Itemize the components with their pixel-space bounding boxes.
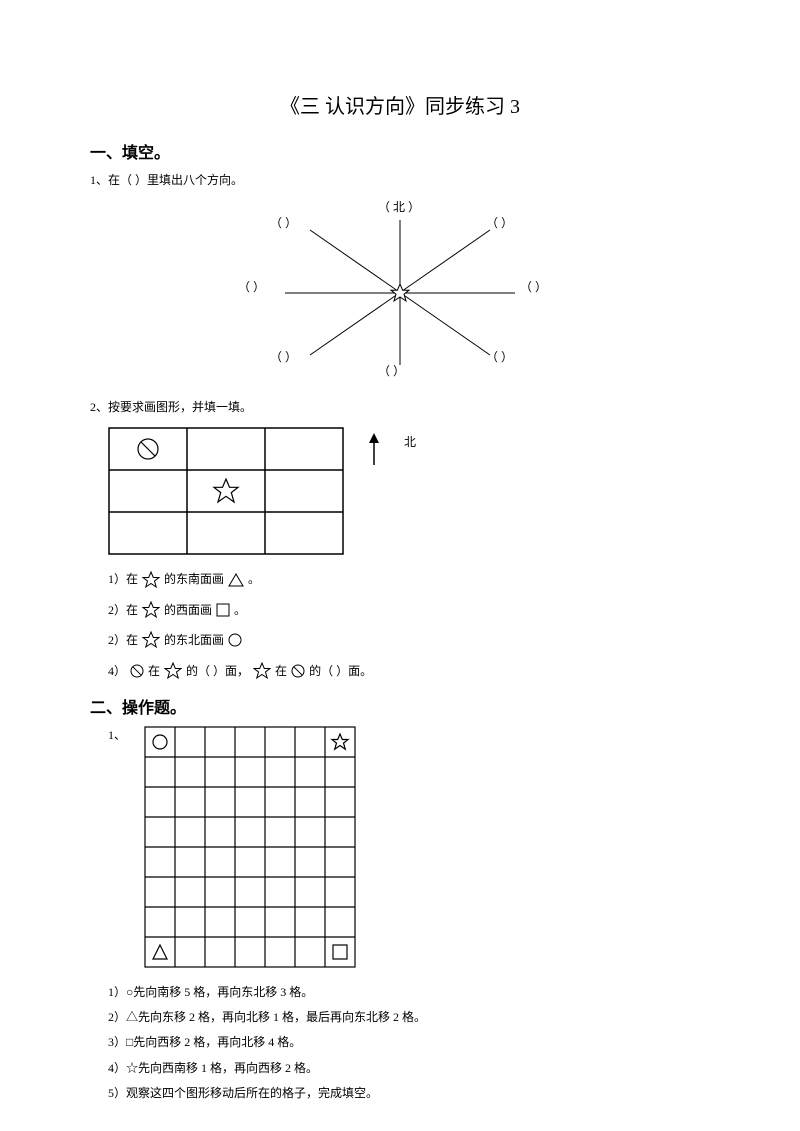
star-icon	[142, 631, 160, 649]
q2-text: 2、按要求画图形，并填一填。	[90, 398, 710, 417]
q2-sub2: 2）在 的西面画 。	[108, 597, 710, 623]
section1-header: 一、填空。	[90, 139, 710, 163]
q2-grid-row: 北	[108, 427, 710, 560]
section2-q1-row: 1、	[108, 726, 710, 973]
s2-grid	[144, 726, 356, 973]
dir-e: （ ）	[520, 278, 547, 295]
s2-sub1: 1）○先向南移 5 格，再向东北移 3 格。	[108, 983, 710, 1002]
q2-sub3: 2）在 的东北面画	[108, 627, 710, 653]
square-icon	[216, 603, 230, 617]
s2-sub2: 2）△先向东移 2 格，再向北移 1 格，最后再向东北移 2 格。	[108, 1008, 710, 1027]
circle-slash-icon	[291, 664, 305, 678]
dir-w: （ ）	[238, 278, 265, 295]
dir-ne: （ ）	[486, 214, 513, 231]
star-icon	[142, 571, 160, 589]
section2-header: 二、操作题。	[90, 694, 710, 718]
star-icon	[142, 601, 160, 619]
q2-sub4: 4） 在 的（ ）面， 在 的（ ）面。	[108, 658, 710, 684]
s2-q1-num: 1、	[108, 726, 126, 743]
dir-sw: （ ）	[270, 348, 297, 365]
q1-text: 1、在（ ）里填出八个方向。	[90, 171, 710, 190]
compass-diagram: （ 北 ） （ ） （ ） （ ） （ ） （ ） （ ） （ ）	[90, 200, 710, 380]
triangle-icon	[228, 573, 244, 587]
dir-nw: （ ）	[270, 214, 297, 231]
s2-sub5: 5）观察这四个图形移动后所在的格子，完成填空。	[108, 1084, 710, 1103]
north-label: 北	[404, 433, 416, 450]
dir-se: （ ）	[486, 348, 513, 365]
s2-sub3: 3）□先向西移 2 格，再向北移 4 格。	[108, 1033, 710, 1052]
dir-s: （ ）	[378, 362, 405, 379]
circle-slash-icon	[130, 664, 144, 678]
north-indicator	[364, 431, 384, 467]
star-icon	[253, 662, 271, 680]
page-title: 《三 认识方向》同步练习 3	[90, 90, 710, 119]
circle-icon	[228, 633, 242, 647]
q2-sub1: 1）在 的东南面画 。	[108, 566, 710, 592]
star-icon	[164, 662, 182, 680]
dir-n: （ 北 ）	[378, 198, 420, 215]
s2-sub4: 4）☆先向西南移 1 格，再向西移 2 格。	[108, 1059, 710, 1078]
